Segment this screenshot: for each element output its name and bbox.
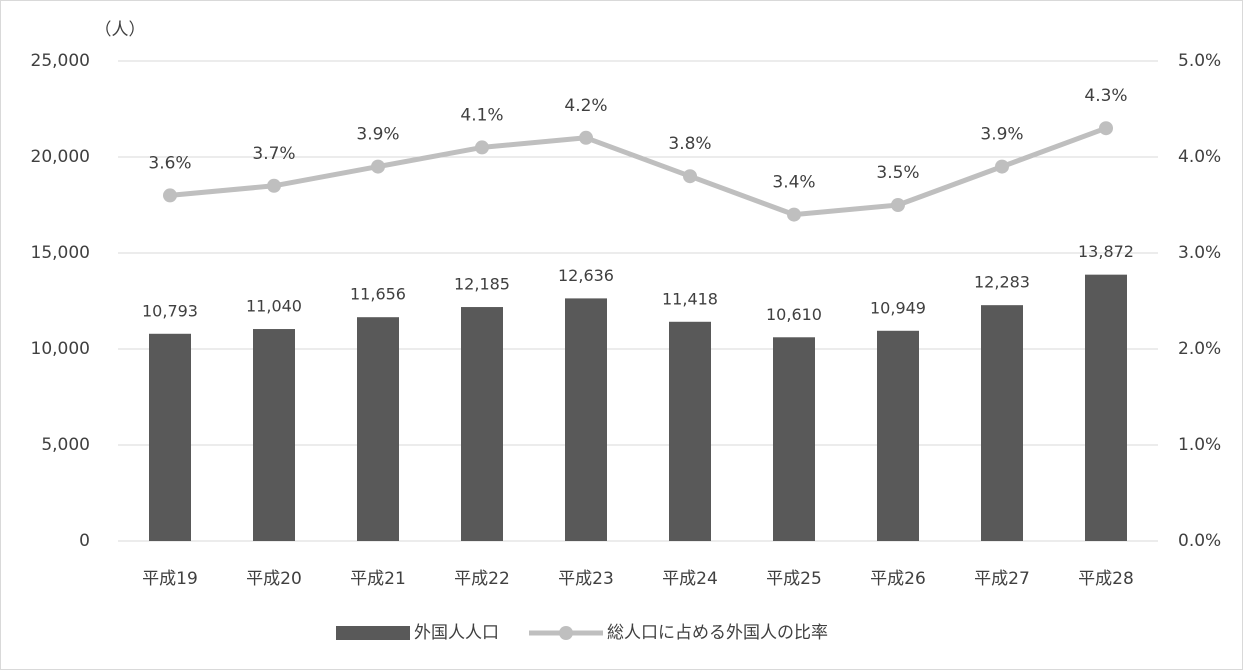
bar	[149, 333, 191, 541]
y2-tick-label: 4.0%	[1178, 147, 1221, 167]
data-label: 11,418	[662, 289, 718, 308]
data-label: 3.5%	[876, 163, 919, 183]
x-tick-label: 平成23	[558, 569, 614, 589]
line-marker	[683, 169, 697, 184]
data-label: 4.1%	[460, 105, 503, 125]
data-label: 13,872	[1078, 242, 1134, 261]
y2-tick-label: 5.0%	[1178, 51, 1221, 71]
data-label: 4.2%	[564, 96, 607, 116]
bar	[357, 317, 399, 541]
data-label: 12,636	[558, 266, 614, 285]
line-marker	[579, 130, 593, 145]
y-tick-label: 10,000	[31, 339, 90, 359]
line	[169, 125, 1107, 218]
data-label: 10,610	[766, 305, 822, 324]
data-label: 12,283	[974, 273, 1030, 292]
legend-label: 外国人人口	[414, 623, 499, 643]
x-tick-label: 平成25	[766, 569, 822, 589]
data-label: 3.9%	[980, 125, 1023, 145]
bar	[669, 321, 711, 541]
y-tick-label: 15,000	[31, 243, 90, 263]
x-tick-label: 平成27	[974, 569, 1030, 589]
data-label: 12,185	[454, 275, 510, 294]
bar	[773, 337, 815, 541]
x-tick-label: 平成19	[142, 569, 198, 589]
y2-tick-label: 3.0%	[1178, 243, 1221, 263]
line-marker	[267, 178, 281, 193]
y2-tick-label: 0.0%	[1178, 531, 1221, 551]
line-marker	[787, 207, 801, 222]
line-marker	[891, 198, 905, 212]
y-tick-label: 25,000	[31, 51, 90, 71]
line-marker	[371, 159, 385, 174]
data-label: 3.9%	[356, 125, 399, 145]
x-tick-label: 平成21	[350, 569, 406, 589]
legend-label: 総人口に占める外国人の比率	[607, 623, 828, 643]
line-marker	[1099, 121, 1113, 136]
y-tick-label: 5,000	[41, 435, 90, 455]
x-tick-label: 平成20	[246, 569, 302, 589]
y-unit: （人）	[95, 20, 146, 40]
bar	[253, 329, 295, 541]
x-tick-label: 平成28	[1078, 569, 1134, 589]
data-label: 3.7%	[252, 144, 295, 164]
data-label: 10,793	[142, 301, 198, 320]
y2-tick-label: 1.0%	[1178, 435, 1221, 455]
bar	[981, 305, 1023, 541]
data-label: 11,040	[246, 297, 302, 316]
x-tick-label: 平成24	[662, 569, 718, 589]
bar	[877, 330, 919, 541]
x-tick-label: 平成26	[870, 569, 926, 589]
data-label: 10,949	[870, 298, 926, 317]
data-label: 11,656	[350, 285, 406, 304]
data-label: 4.3%	[1084, 86, 1127, 106]
legend-swatch-marker	[559, 626, 573, 640]
y-tick-label: 0	[79, 531, 90, 551]
legend-swatch	[336, 626, 410, 640]
bar	[565, 298, 607, 541]
x-tick-label: 平成22	[454, 569, 510, 589]
y-tick-label: 20,000	[31, 147, 90, 167]
data-label: 3.8%	[668, 134, 711, 154]
bar	[1085, 274, 1127, 541]
y2-tick-label: 2.0%	[1178, 339, 1221, 359]
line-marker	[995, 159, 1009, 174]
data-label: 3.6%	[148, 153, 191, 173]
data-label: 3.4%	[772, 173, 815, 193]
line-marker	[475, 140, 489, 155]
line-marker	[163, 188, 177, 203]
bar	[461, 307, 503, 541]
